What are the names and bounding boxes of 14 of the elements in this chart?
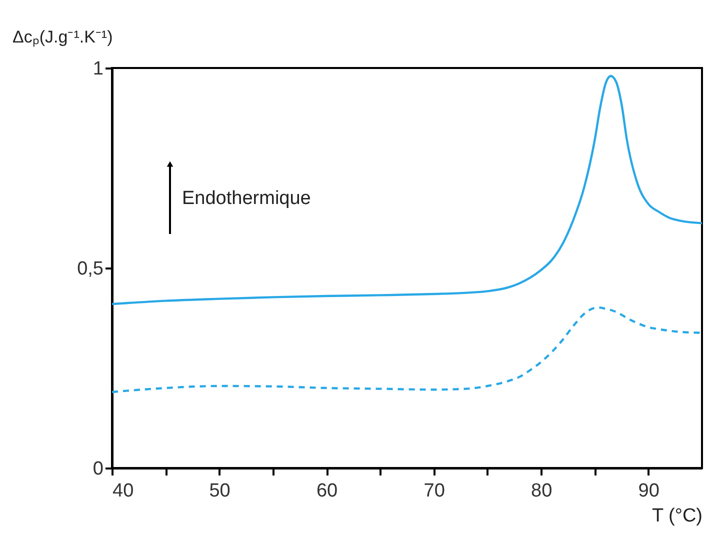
line-series xyxy=(112,74,702,306)
annotation: Endothermique xyxy=(182,188,311,209)
x-tick-label: 50 xyxy=(209,480,230,502)
y-axis-title: Δcₚ(J.g⁻¹.K⁻¹) xyxy=(12,28,113,48)
x-tick-label: 40 xyxy=(112,480,134,502)
x-tick-label: 80 xyxy=(531,480,552,502)
x-axis-title: T (°C) xyxy=(652,506,702,526)
x-tick-label: 70 xyxy=(424,480,445,502)
y-tick-label: 0,5 xyxy=(77,258,104,280)
x-tick-label: 60 xyxy=(316,480,338,502)
x-tick-label: 90 xyxy=(638,480,660,502)
y-tick-label: 0 xyxy=(92,458,104,480)
line-series xyxy=(112,306,702,394)
y-tick-label: 1 xyxy=(92,58,104,80)
